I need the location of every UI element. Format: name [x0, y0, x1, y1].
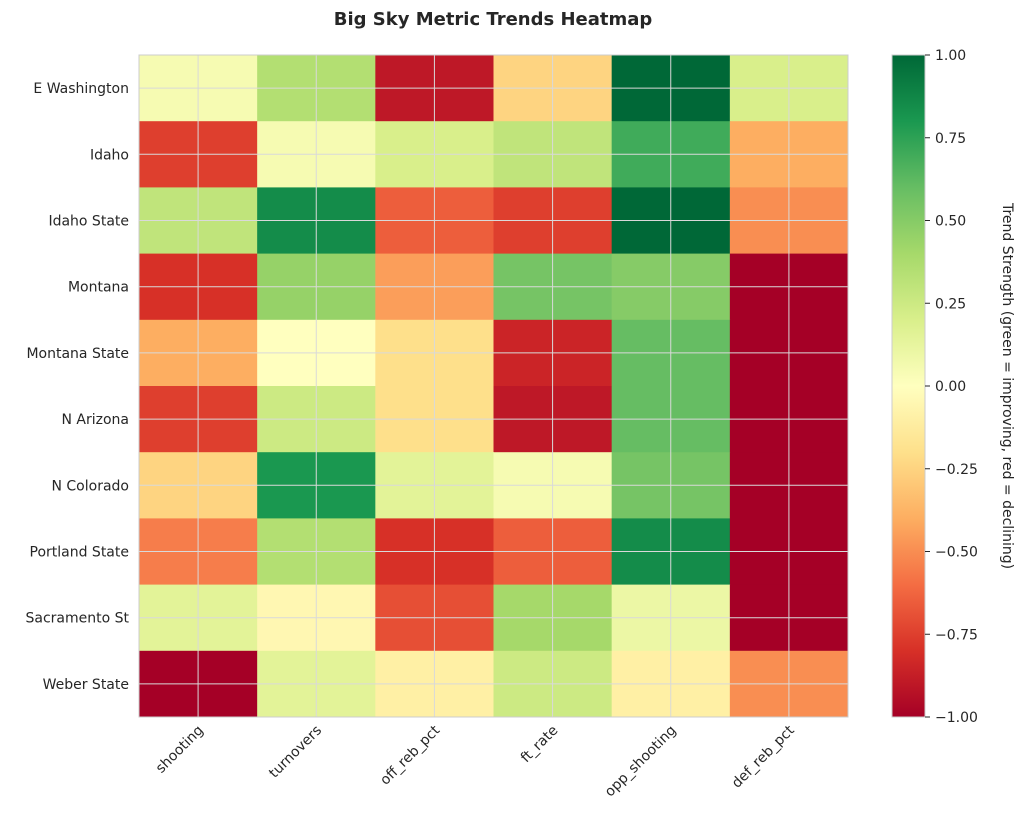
- colorbar-tick-label: −0.75: [935, 627, 978, 643]
- colorbar: [891, 54, 926, 718]
- colorbar-tick-label: −0.25: [935, 462, 978, 478]
- column-label: off_reb_pct: [377, 722, 443, 788]
- colorbar-ticks: 1.00 0.75 0.50 0.25 0.00 −0.25 −0.50 −0.75 −1.00: [925, 48, 978, 726]
- colorbar-tick-label: 0.75: [935, 131, 966, 147]
- row-label: Weber State: [43, 677, 129, 693]
- colorbar-tick-label: −0.50: [935, 545, 978, 561]
- plot-frame: [138, 54, 849, 718]
- row-label: Idaho State: [48, 214, 129, 230]
- row-label: Sacramento St: [25, 611, 129, 627]
- colorbar-tick-label: 1.00: [935, 48, 966, 64]
- colorbar-tick-label: 0.25: [935, 296, 966, 312]
- column-label: ft_rate: [518, 723, 562, 767]
- row-label: Portland State: [30, 545, 130, 561]
- column-label: opp_shooting: [602, 723, 680, 801]
- row-label: N Arizona: [61, 412, 129, 428]
- row-label: Montana State: [26, 346, 129, 362]
- row-label: Montana: [68, 280, 129, 296]
- row-label: Idaho: [90, 147, 129, 163]
- row-label: E Washington: [33, 81, 129, 97]
- colorbar-tick-label: 0.50: [935, 214, 966, 230]
- column-label: shooting: [153, 723, 207, 777]
- column-label: turnovers: [266, 723, 325, 782]
- grid-lines: [139, 55, 848, 717]
- row-labels: E Washington Idaho Idaho State Montana Monta…: [25, 81, 129, 693]
- row-label: N Colorado: [51, 478, 129, 494]
- colorbar-tick-label: 0.00: [935, 379, 966, 395]
- colorbar-label: Trend Strength (green = improving, red =…: [999, 202, 1015, 569]
- colorbar-tick-label: −1.00: [935, 710, 978, 726]
- chart-title: Big Sky Metric Trends Heatmap: [334, 9, 653, 30]
- column-labels: shooting turnovers off_reb_pct ft_rate opp_s…: [153, 722, 798, 800]
- column-label: def_reb_pct: [729, 722, 798, 791]
